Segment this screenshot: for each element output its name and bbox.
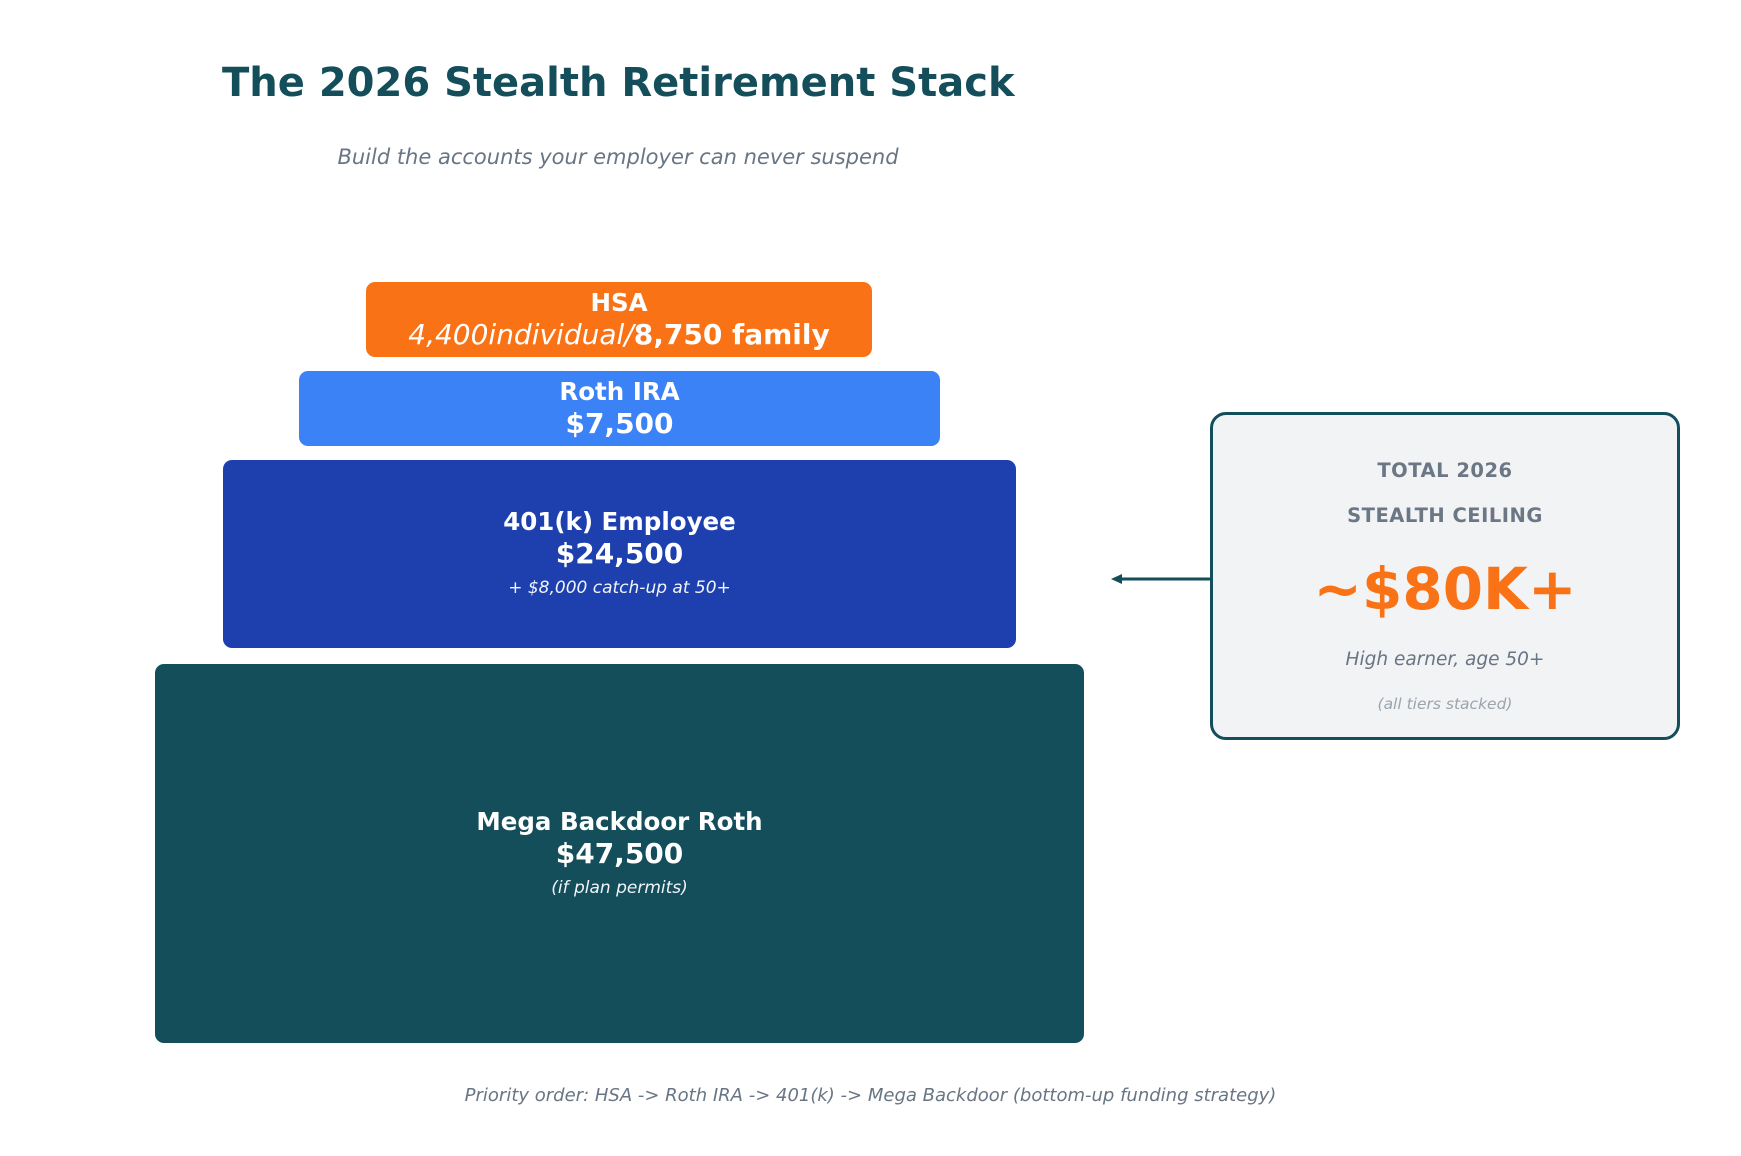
tier-hsa-amount-family: 8,750 family: [633, 317, 830, 351]
footer-priority-note: Priority order: HSA -> Roth IRA -> 401(k…: [464, 1085, 1277, 1106]
tier-401k-note: + $8,000 catch-up at 50+: [508, 578, 731, 598]
tier-hsa-amount-individual: 4,400individual/: [408, 317, 634, 351]
tier-hsa-name: HSA: [590, 287, 648, 317]
tier-mega-backdoor-name: Mega Backdoor Roth: [476, 806, 763, 836]
total-ceiling-callout: TOTAL 2026 STEALTH CEILING ~$80K+ High e…: [1210, 412, 1680, 740]
page-title: The 2026 Stealth Retirement Stack: [222, 60, 1015, 106]
callout-label-line2: STEALTH CEILING: [1347, 504, 1543, 527]
tier-roth-ira-name: Roth IRA: [559, 376, 680, 406]
callout-note: (all tiers stacked): [1377, 695, 1513, 713]
tier-hsa-amount: 4,400individual/8,750 family: [408, 318, 830, 352]
arrow-left-icon: [1111, 574, 1213, 584]
callout-total-value: ~$80K+: [1313, 555, 1577, 623]
tier-mega-backdoor-note: (if plan permits): [551, 877, 688, 898]
tier-401k-employee: 401(k) Employee $24,500 + $8,000 catch-u…: [223, 460, 1016, 648]
tier-roth-ira: Roth IRA $7,500: [299, 371, 940, 446]
tier-roth-ira-amount: $7,500: [565, 406, 674, 440]
tier-401k-name: 401(k) Employee: [503, 507, 736, 536]
tier-401k-amount: $24,500: [555, 537, 684, 570]
tier-mega-backdoor-amount: $47,500: [555, 836, 684, 870]
tier-mega-backdoor-roth: Mega Backdoor Roth $47,500 (if plan perm…: [155, 664, 1084, 1043]
page-subtitle: Build the accounts your employer can nev…: [337, 145, 899, 169]
callout-subtitle: High earner, age 50+: [1345, 649, 1545, 670]
tier-hsa: HSA 4,400individual/8,750 family: [366, 282, 872, 357]
callout-label-line1: TOTAL 2026: [1377, 459, 1513, 482]
